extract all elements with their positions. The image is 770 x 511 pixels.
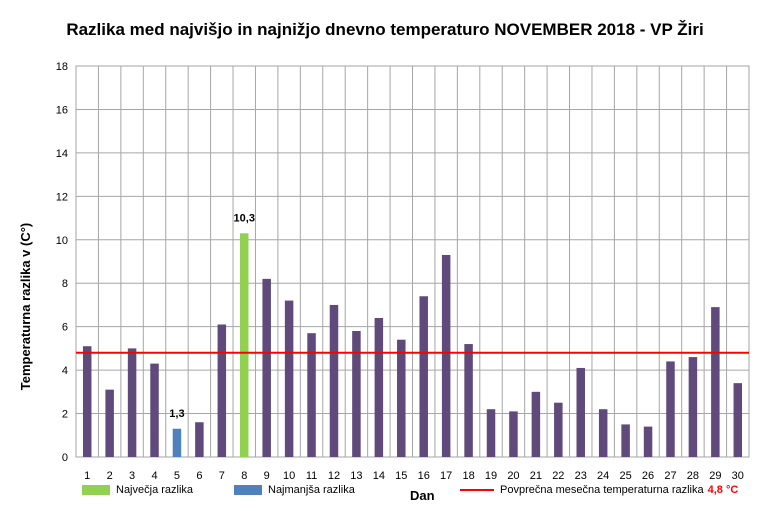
legend-item-average: Povprečna mesečna temperaturna razlika 4… bbox=[460, 484, 738, 496]
x-tick-label: 9 bbox=[264, 470, 270, 480]
bar-day-4 bbox=[150, 363, 159, 457]
x-tick-label: 27 bbox=[664, 470, 676, 480]
bar-day-22 bbox=[554, 402, 563, 457]
bar-day-14 bbox=[374, 317, 384, 457]
x-tick-label: 19 bbox=[485, 470, 497, 480]
y-tick-label: 6 bbox=[62, 322, 68, 334]
bar-day-8 bbox=[240, 233, 249, 457]
bar-day-7 bbox=[217, 324, 227, 457]
x-tick-label: 14 bbox=[373, 470, 385, 480]
bar-day-17 bbox=[441, 254, 451, 457]
x-tick-label: 17 bbox=[440, 470, 452, 480]
x-tick-label: 21 bbox=[530, 470, 542, 480]
x-tick-label: 7 bbox=[219, 470, 225, 480]
bar-day-20 bbox=[509, 411, 518, 457]
legend-swatch-min bbox=[234, 485, 262, 495]
bar-day-23 bbox=[576, 367, 585, 457]
legend-item-min: Najmanjša razlika bbox=[234, 484, 355, 496]
bar-day-11 bbox=[307, 333, 316, 457]
bar-day-13 bbox=[352, 331, 361, 457]
bar-day-1 bbox=[82, 346, 92, 457]
y-tick-label: 12 bbox=[56, 191, 68, 203]
bar-day-9 bbox=[262, 278, 271, 457]
x-tick-label: 6 bbox=[196, 470, 202, 480]
x-tick-label: 10 bbox=[283, 470, 295, 480]
x-tick-label: 18 bbox=[462, 470, 474, 480]
x-tick-label: 24 bbox=[597, 470, 609, 480]
y-tick-label: 8 bbox=[62, 278, 68, 290]
bar-day-10 bbox=[284, 300, 294, 457]
bar-day-25 bbox=[621, 424, 630, 457]
bar-day-6 bbox=[195, 422, 204, 457]
x-tick-label: 5 bbox=[174, 470, 180, 480]
bar-day-24 bbox=[598, 409, 608, 457]
x-tick-label: 8 bbox=[241, 470, 247, 480]
y-axis-label: Temperaturna razlika v (C°) bbox=[18, 223, 33, 391]
x-tick-label: 20 bbox=[507, 470, 519, 480]
bar-day-12 bbox=[329, 304, 339, 457]
x-tick-label: 30 bbox=[732, 470, 744, 480]
x-tick-label: 15 bbox=[395, 470, 407, 480]
bar-day-29 bbox=[711, 307, 720, 457]
bar-day-27 bbox=[666, 361, 675, 457]
legend-swatch-max bbox=[82, 485, 110, 495]
y-tick-label: 0 bbox=[62, 452, 68, 464]
bar-day-3 bbox=[127, 348, 137, 457]
chart-title: Razlika med najvišjo in najnižjo dnevno … bbox=[66, 20, 704, 39]
x-tick-label: 3 bbox=[129, 470, 135, 480]
legend: Največja razlika Najmanjša razlika Povpr… bbox=[0, 484, 770, 504]
legend-label-average: Povprečna mesečna temperaturna razlika bbox=[500, 484, 704, 496]
x-tick-label: 25 bbox=[619, 470, 631, 480]
bar-day-30 bbox=[733, 383, 743, 457]
x-tick-label: 12 bbox=[328, 470, 340, 480]
x-tick-label: 29 bbox=[709, 470, 721, 480]
bar-day-26 bbox=[643, 426, 653, 457]
y-tick-label: 4 bbox=[62, 365, 68, 377]
y-tick-label: 16 bbox=[56, 104, 68, 116]
bar-day-19 bbox=[486, 409, 496, 457]
x-tick-label: 4 bbox=[151, 470, 157, 480]
legend-item-max: Največja razlika bbox=[82, 484, 193, 496]
x-tick-label: 28 bbox=[687, 470, 699, 480]
x-tick-label: 26 bbox=[642, 470, 654, 480]
bar-day-2 bbox=[105, 389, 114, 457]
x-tick-label: 16 bbox=[418, 470, 430, 480]
y-tick-label: 10 bbox=[56, 235, 68, 247]
bar-day-5 bbox=[172, 428, 182, 457]
x-tick-label: 1 bbox=[84, 470, 90, 480]
y-tick-label: 14 bbox=[56, 148, 68, 160]
legend-swatch-average bbox=[460, 489, 494, 491]
x-tick-label: 2 bbox=[107, 470, 113, 480]
y-tick-label: 2 bbox=[62, 409, 68, 421]
data-label-min: 1,3 bbox=[169, 408, 184, 420]
x-tick-label: 13 bbox=[350, 470, 362, 480]
y-tick-label: 18 bbox=[56, 61, 68, 73]
bar-day-21 bbox=[531, 391, 541, 457]
x-axis-label: Dan bbox=[410, 488, 435, 503]
x-tick-label: 11 bbox=[306, 470, 317, 480]
x-tick-label: 22 bbox=[552, 470, 564, 480]
legend-label-min: Najmanjša razlika bbox=[268, 484, 355, 496]
legend-value-average: 4,8 °C bbox=[707, 484, 739, 496]
bar-day-16 bbox=[419, 296, 428, 457]
bar-day-15 bbox=[397, 339, 406, 457]
bar-day-18 bbox=[464, 344, 473, 457]
bar-day-28 bbox=[688, 357, 698, 457]
legend-label-max: Največja razlika bbox=[116, 484, 194, 496]
data-label-max: 10,3 bbox=[234, 212, 255, 224]
x-tick-label: 23 bbox=[575, 470, 587, 480]
